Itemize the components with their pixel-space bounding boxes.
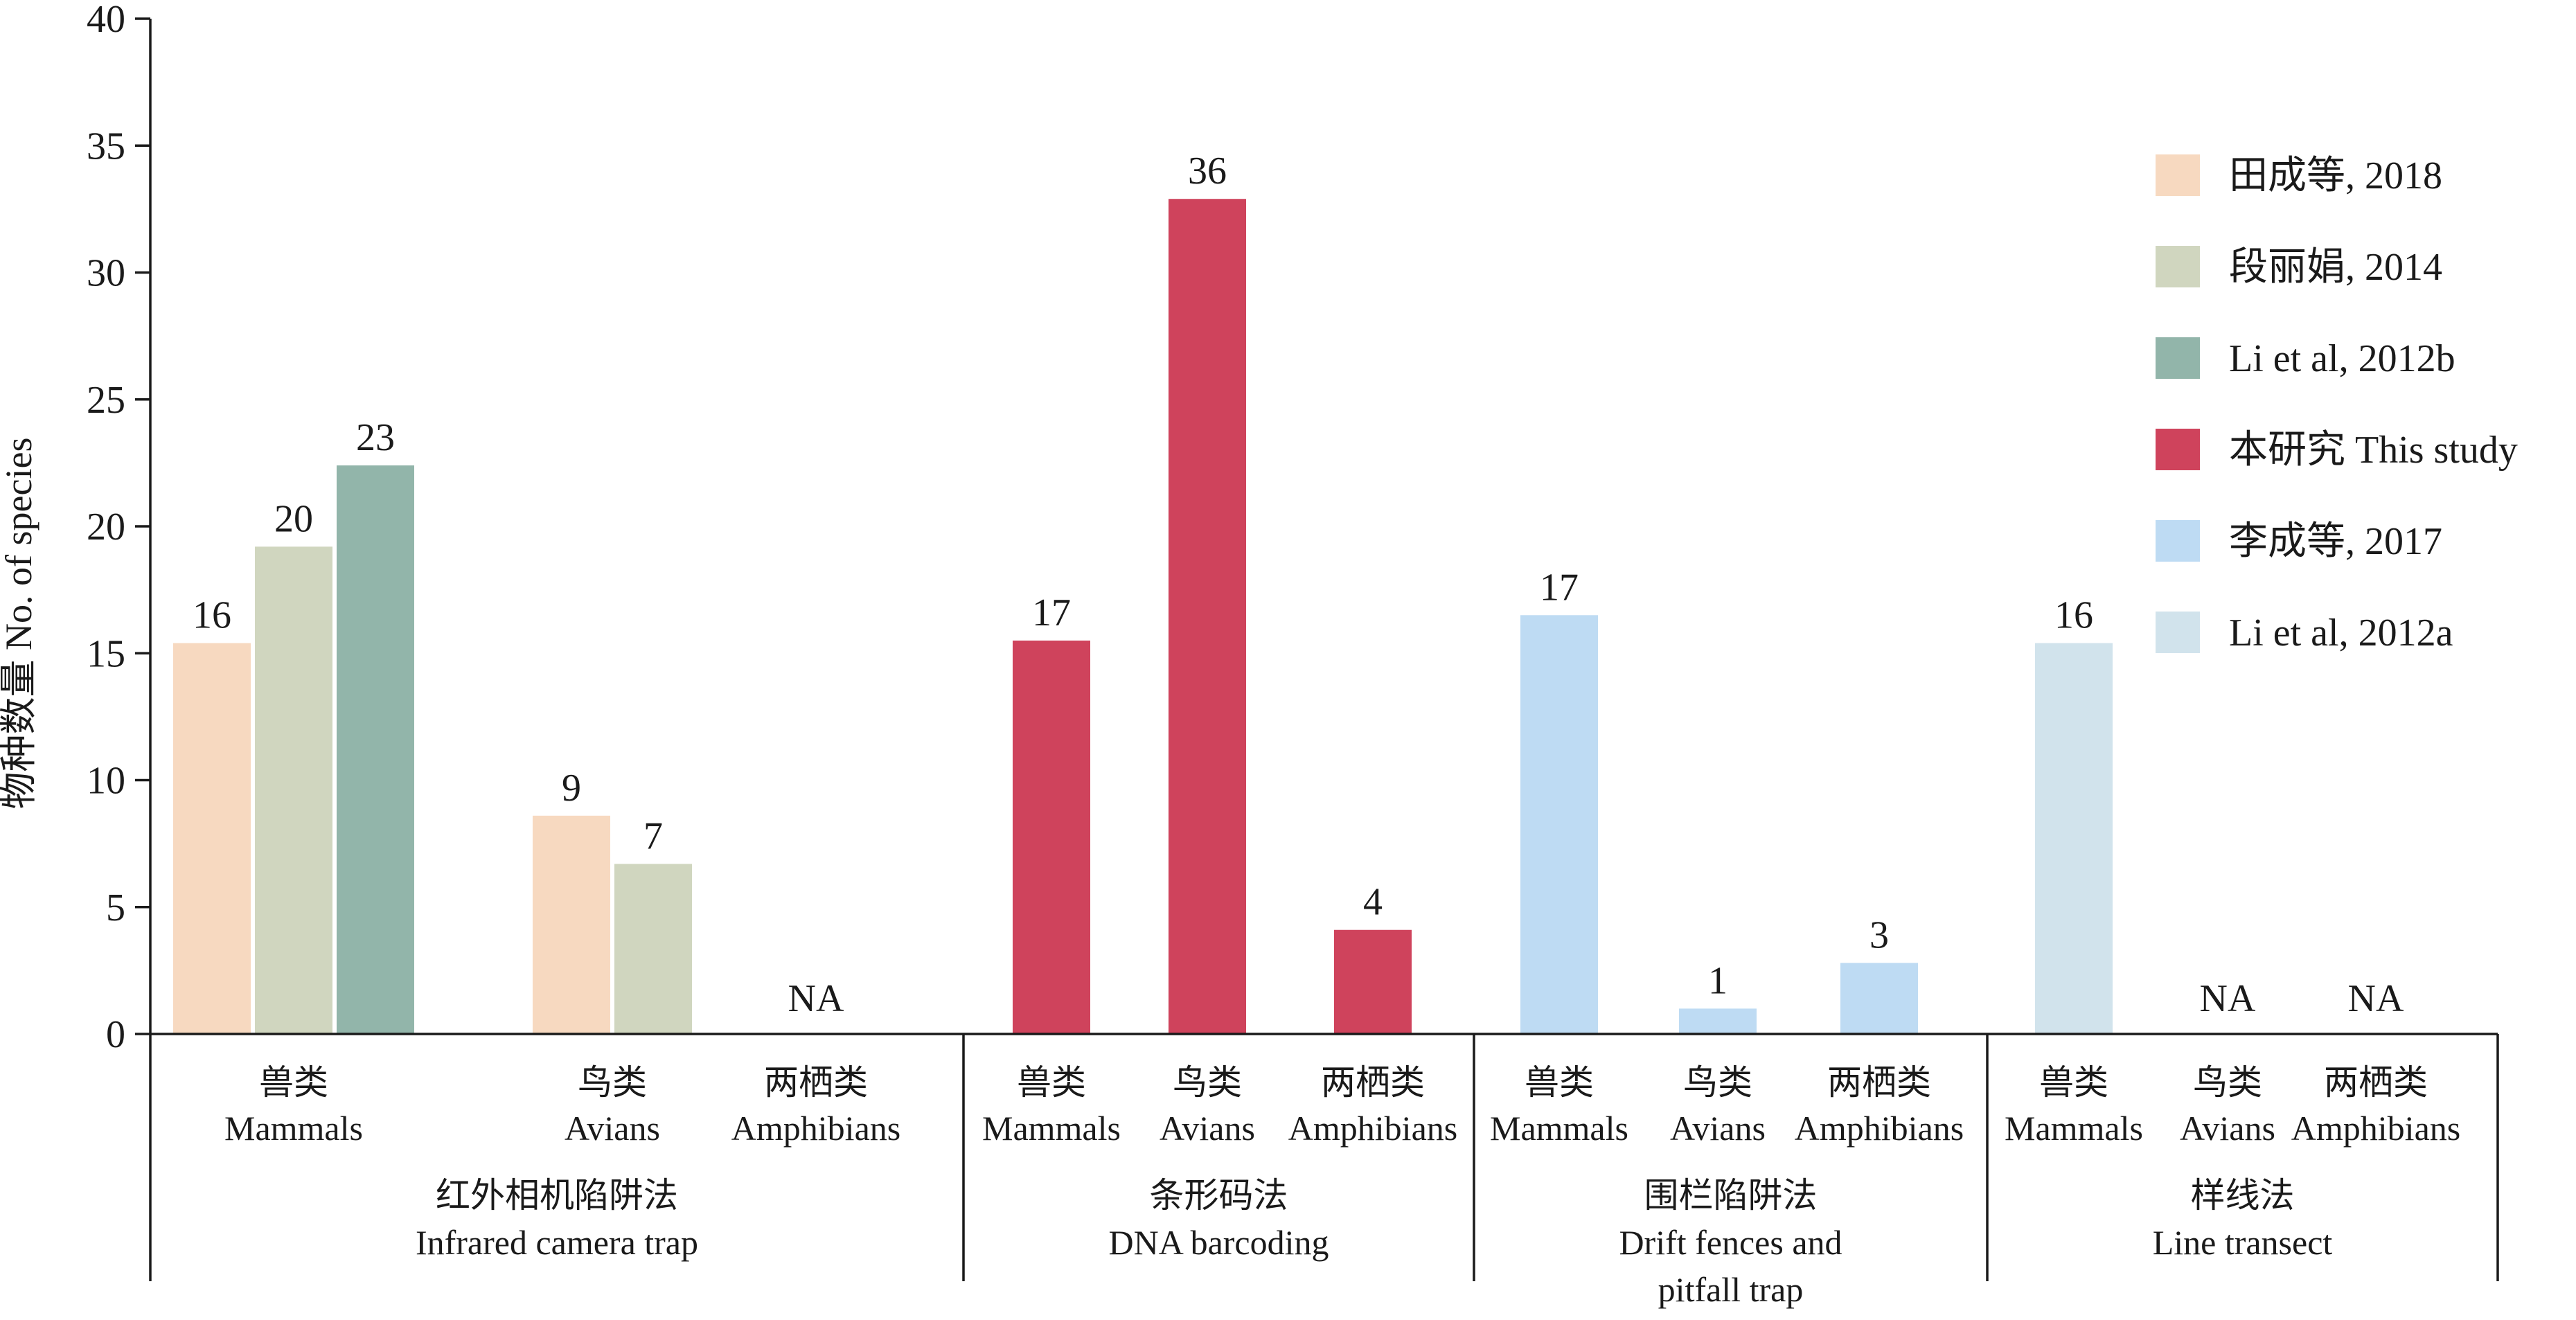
method-label-en: pitfall trap <box>1658 1270 1804 1309</box>
group-label-cn: 鸟类 <box>1173 1063 1242 1102</box>
group-label-en: Mammals <box>224 1109 363 1148</box>
bar <box>1840 963 1918 1034</box>
bar-value-label: 16 <box>2054 594 2093 637</box>
legend-label: 段丽娟, 2014 <box>2229 246 2442 289</box>
bar <box>337 465 414 1034</box>
group-label-en: Avians <box>565 1109 660 1148</box>
bar-value-label: 3 <box>1869 913 1889 956</box>
group-label-cn: 兽类 <box>2039 1063 2108 1102</box>
legend-swatch <box>2156 154 2200 196</box>
method-label-cn: 红外相机陷阱法 <box>436 1176 678 1215</box>
method-label-cn: 围栏陷阱法 <box>1644 1176 1818 1215</box>
bar-value-label: 36 <box>1188 150 1227 193</box>
bar <box>255 546 332 1034</box>
bar <box>2035 643 2113 1034</box>
method-label-en: DNA barcoding <box>1109 1223 1329 1262</box>
na-label: NA <box>2348 977 2404 1020</box>
data-labels-layer: 16 20 23 9 7 NA 17 36 4 17 1 3 16 NA NA <box>193 150 2404 1020</box>
y-tick-label: 5 <box>106 886 125 929</box>
group-label-en: Mammals <box>2005 1109 2143 1148</box>
group-label-en: Avians <box>1160 1109 1255 1148</box>
bar-value-label: 23 <box>356 416 395 459</box>
group-label-en: Avians <box>1670 1109 1766 1148</box>
legend: 田成等, 2018 段丽娟, 2014 Li et al, 2012b 本研究 Thi… <box>2156 154 2518 654</box>
y-tick-label: 25 <box>87 379 125 422</box>
group-label-en: Mammals <box>982 1109 1121 1148</box>
legend-swatch <box>2156 337 2200 379</box>
y-tick-label: 35 <box>87 125 125 168</box>
group-label-en: Mammals <box>1490 1109 1628 1148</box>
bar <box>1520 615 1598 1034</box>
group-label-en: Amphibians <box>2291 1109 2460 1148</box>
group-label-en: Amphibians <box>1795 1109 1964 1148</box>
bar <box>533 815 610 1034</box>
bar <box>1169 199 1246 1035</box>
group-label-en: Avians <box>2180 1109 2275 1148</box>
group-label-cn: 鸟类 <box>2193 1063 2262 1102</box>
method-label-en: Line transect <box>2153 1223 2333 1262</box>
group-label-cn: 鸟类 <box>1683 1063 1752 1102</box>
method-label-en: Drift fences and <box>1619 1223 1842 1262</box>
bars-layer <box>173 199 2113 1035</box>
group-label-en: Amphibians <box>731 1109 900 1148</box>
y-axis: 0 5 10 15 20 25 30 35 40 <box>87 0 152 1056</box>
method-label-cn: 条形码法 <box>1150 1176 1288 1215</box>
bar-value-label: 9 <box>562 767 581 810</box>
group-label-en: Amphibians <box>1288 1109 1457 1148</box>
y-tick-label: 10 <box>87 760 125 803</box>
method-label-cn: 样线法 <box>2191 1176 2295 1215</box>
legend-label: 田成等, 2018 <box>2229 154 2442 197</box>
na-label: NA <box>788 977 844 1020</box>
na-label: NA <box>2200 977 2256 1020</box>
method-label-en: Infrared camera trap <box>416 1223 698 1262</box>
group-label-cn: 两栖类 <box>764 1063 868 1102</box>
legend-swatch <box>2156 520 2200 562</box>
x-axis: 兽类 Mammals 鸟类 Avians 两栖类 Amphibians 红外相机陷阱法 Inf… <box>149 1033 2499 1309</box>
legend-label: 李成等, 2017 <box>2229 520 2442 563</box>
group-label-cn: 两栖类 <box>1321 1063 1425 1102</box>
y-tick-label: 15 <box>87 632 125 675</box>
group-label-cn: 兽类 <box>259 1063 328 1102</box>
y-tick-label: 20 <box>87 506 125 548</box>
bar <box>173 643 251 1034</box>
y-tick-label: 0 <box>106 1013 125 1056</box>
y-tick-label: 40 <box>87 0 125 41</box>
bar-value-label: 20 <box>274 497 313 540</box>
bar-value-label: 7 <box>643 814 663 857</box>
bar-value-label: 17 <box>1540 566 1579 609</box>
group-label-cn: 两栖类 <box>2324 1063 2428 1102</box>
bar <box>614 864 692 1034</box>
bar-value-label: 16 <box>193 594 231 637</box>
bar <box>1334 929 1412 1034</box>
y-tick-label: 30 <box>87 252 125 295</box>
group-label-cn: 两栖类 <box>1827 1063 1931 1102</box>
legend-swatch <box>2156 429 2200 470</box>
legend-label: Li et al, 2012a <box>2229 612 2453 654</box>
legend-swatch <box>2156 612 2200 653</box>
bar-value-label: 17 <box>1032 591 1071 634</box>
legend-label: Li et al, 2012b <box>2229 337 2455 380</box>
group-label-cn: 兽类 <box>1525 1063 1594 1102</box>
bar <box>1679 1008 1757 1034</box>
legend-label: 本研究 This study <box>2229 429 2518 472</box>
bar-value-label: 4 <box>1363 881 1383 924</box>
y-axis-title: 物种数量 No. of species <box>0 438 39 810</box>
group-label-cn: 兽类 <box>1017 1063 1086 1102</box>
group-label-cn: 鸟类 <box>578 1063 647 1102</box>
legend-swatch <box>2156 246 2200 287</box>
bar <box>1013 640 1090 1034</box>
bar-value-label: 1 <box>1708 959 1727 1002</box>
